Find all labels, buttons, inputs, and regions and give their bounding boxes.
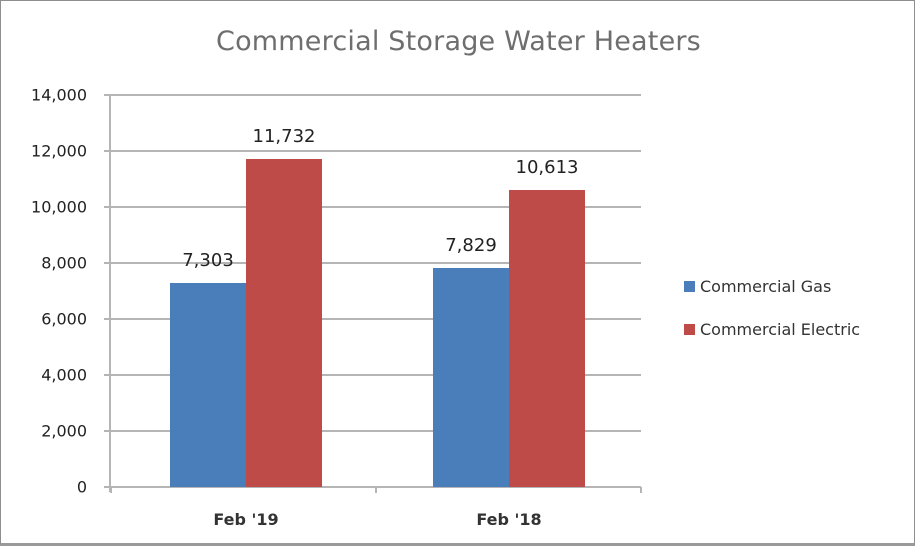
data-label: 10,613: [515, 156, 579, 178]
gridline: [104, 430, 641, 432]
x-tick-mark: [640, 487, 642, 493]
bar-gas: [170, 282, 246, 487]
legend-item-commercial-electric: Commercial Electric: [684, 318, 860, 340]
legend-swatch-electric: [684, 323, 695, 335]
data-label: 7,829: [445, 234, 497, 256]
x-tick-label: Feb '19: [213, 510, 279, 529]
data-label: 11,732: [252, 125, 316, 147]
y-tick-label: 8,000: [41, 253, 87, 273]
gridline: [104, 94, 641, 96]
y-tick-label: 6,000: [41, 309, 87, 329]
chart-title: Commercial Storage Water Heaters: [216, 26, 701, 57]
y-tick-label: 14,000: [31, 85, 87, 105]
legend-swatch-gas: [684, 280, 695, 292]
x-tick-mark: [375, 487, 377, 493]
gridline: [104, 374, 641, 376]
x-tick-label: Feb '18: [476, 510, 542, 529]
y-tick-label: 4,000: [41, 365, 87, 385]
data-label: 7,303: [182, 249, 234, 271]
bar-electric: [509, 189, 585, 487]
gridline: [104, 206, 641, 208]
gridline: [104, 150, 641, 152]
y-tick-label: 2,000: [41, 421, 87, 441]
y-axis: [109, 95, 111, 492]
legend: Commercial Gas Commercial Electric: [684, 275, 860, 361]
bar-gas: [433, 267, 509, 487]
y-tick-label: 12,000: [31, 141, 87, 161]
bar-electric: [246, 158, 322, 487]
legend-label: Commercial Gas: [700, 276, 832, 296]
gridline: [104, 318, 641, 320]
gridline: [104, 486, 641, 488]
y-tick-label: 10,000: [31, 197, 87, 217]
y-tick-label: 0: [76, 477, 87, 497]
x-tick-mark: [110, 487, 112, 493]
legend-item-commercial-gas: Commercial Gas: [684, 275, 860, 297]
legend-label: Commercial Electric: [700, 319, 861, 339]
gridline: [104, 262, 641, 264]
